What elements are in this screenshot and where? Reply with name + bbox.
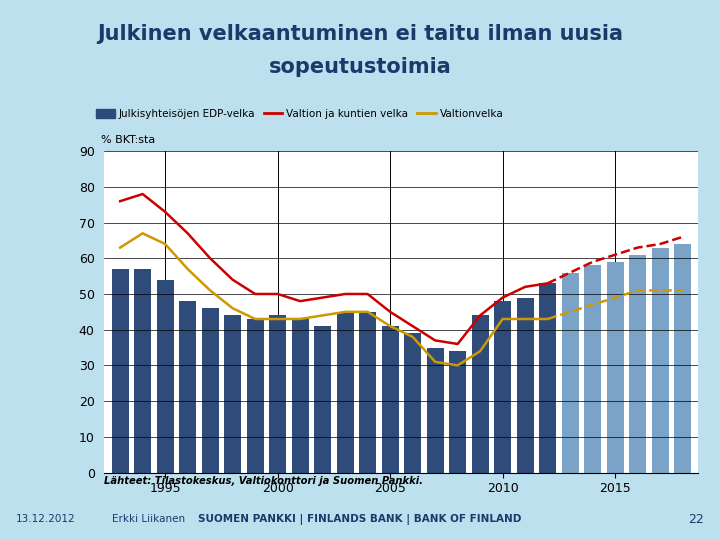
- Text: Julkinen velkaantuminen ei taitu ilman uusia: Julkinen velkaantuminen ei taitu ilman u…: [97, 24, 623, 44]
- Bar: [562, 273, 579, 472]
- Text: SUOMEN PANKKI | FINLANDS BANK | BANK OF FINLAND: SUOMEN PANKKI | FINLANDS BANK | BANK OF …: [198, 514, 522, 525]
- Text: 22: 22: [688, 513, 704, 526]
- Text: sopeutustoimia: sopeutustoimia: [269, 57, 451, 77]
- Bar: [494, 301, 511, 472]
- Bar: [224, 315, 241, 472]
- Bar: [359, 312, 376, 472]
- Bar: [179, 301, 196, 472]
- Bar: [629, 255, 646, 472]
- Bar: [584, 266, 601, 472]
- Bar: [449, 351, 466, 472]
- Bar: [404, 333, 421, 472]
- Bar: [292, 319, 309, 472]
- Bar: [337, 312, 354, 472]
- Bar: [134, 269, 151, 472]
- Bar: [157, 280, 174, 472]
- Bar: [517, 298, 534, 472]
- Text: % BKT:sta: % BKT:sta: [102, 135, 156, 145]
- Bar: [607, 262, 624, 472]
- Bar: [652, 247, 669, 472]
- Bar: [202, 308, 219, 472]
- Legend: Julkisyhteisöjen EDP-velka, Valtion ja kuntien velka, Valtionvelka: Julkisyhteisöjen EDP-velka, Valtion ja k…: [91, 105, 508, 124]
- Bar: [112, 269, 129, 472]
- Text: 13.12.2012: 13.12.2012: [16, 515, 76, 524]
- Text: Lähteet: Tilastokeskus, Valtiokonttori ja Suomen Pankki.: Lähteet: Tilastokeskus, Valtiokonttori j…: [104, 476, 423, 487]
- Text: Erkki Liikanen: Erkki Liikanen: [112, 515, 185, 524]
- Bar: [472, 315, 489, 472]
- Bar: [314, 326, 331, 472]
- Bar: [247, 319, 264, 472]
- Bar: [382, 326, 399, 472]
- Bar: [539, 284, 556, 472]
- Bar: [269, 315, 286, 472]
- Bar: [427, 348, 444, 472]
- Bar: [674, 244, 691, 472]
